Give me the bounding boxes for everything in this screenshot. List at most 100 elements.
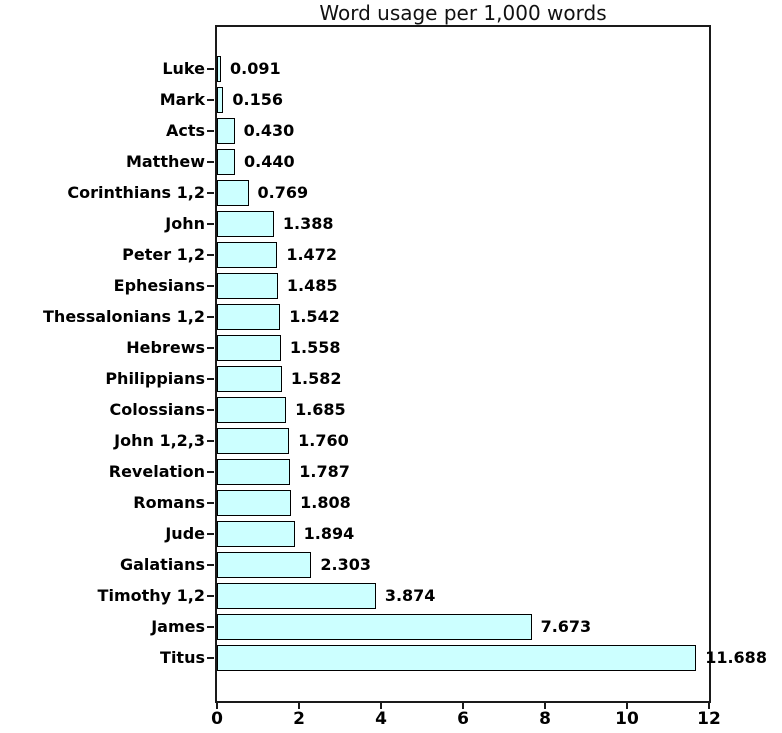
bar bbox=[217, 179, 249, 206]
x-tick-label: 2 bbox=[293, 709, 305, 729]
value-label: 1.558 bbox=[289, 337, 341, 357]
value-label: 0.769 bbox=[257, 182, 309, 202]
category-label: Philippians bbox=[105, 369, 205, 388]
value-label: 1.582 bbox=[290, 368, 342, 388]
category-label: Revelation bbox=[108, 462, 205, 481]
value-label: 1.472 bbox=[286, 244, 337, 264]
x-tick bbox=[626, 703, 628, 709]
y-tick bbox=[207, 346, 214, 349]
value-label: 1.808 bbox=[300, 492, 351, 512]
y-tick bbox=[207, 98, 214, 101]
y-tick bbox=[207, 470, 214, 473]
bar bbox=[217, 210, 274, 237]
category-label: Jude bbox=[165, 524, 205, 543]
bar-row: 1.808 bbox=[217, 487, 709, 518]
y-tick bbox=[207, 160, 214, 163]
x-tick bbox=[708, 703, 710, 709]
category-label: Matthew bbox=[125, 152, 205, 171]
x-tick-label: 12 bbox=[697, 709, 721, 729]
y-tick bbox=[207, 67, 214, 70]
y-tick bbox=[207, 222, 214, 225]
bar-row: 2.303 bbox=[217, 549, 709, 580]
y-tick bbox=[207, 439, 214, 442]
value-label: 1.485 bbox=[286, 275, 338, 295]
value-label: 1.542 bbox=[289, 306, 340, 326]
x-tick-label: 4 bbox=[375, 709, 387, 729]
bar bbox=[217, 520, 295, 547]
bar bbox=[217, 365, 282, 392]
bar bbox=[217, 427, 290, 454]
bar bbox=[217, 551, 312, 578]
value-label: 1.787 bbox=[299, 461, 350, 481]
bar-row: 1.485 bbox=[217, 270, 709, 301]
y-tick bbox=[207, 253, 214, 256]
y-tick bbox=[207, 594, 214, 597]
bar bbox=[217, 272, 278, 299]
bar bbox=[217, 458, 291, 485]
category-label: John bbox=[165, 214, 205, 233]
x-tick-label: 10 bbox=[615, 709, 639, 729]
y-tick bbox=[207, 408, 214, 411]
bar bbox=[217, 303, 281, 330]
category-label: Acts bbox=[165, 121, 205, 140]
value-label: 1.894 bbox=[303, 523, 355, 543]
x-tick-label: 0 bbox=[211, 709, 223, 729]
bar bbox=[217, 334, 281, 361]
y-tick bbox=[207, 532, 214, 535]
bar-row: 1.542 bbox=[217, 301, 709, 332]
bar-row: 1.388 bbox=[217, 208, 709, 239]
category-label: Luke bbox=[162, 59, 205, 78]
x-tick bbox=[544, 703, 546, 709]
bar bbox=[217, 148, 236, 175]
category-label: Colossians bbox=[109, 400, 205, 419]
bar-row: 11.688 bbox=[217, 642, 767, 673]
bar bbox=[217, 489, 292, 516]
category-label: John 1,2,3 bbox=[114, 431, 205, 450]
y-tick bbox=[207, 656, 214, 659]
x-tick bbox=[298, 703, 300, 709]
y-tick bbox=[207, 284, 214, 287]
y-tick bbox=[207, 191, 214, 194]
x-tick bbox=[380, 703, 382, 709]
value-label: 2.303 bbox=[320, 554, 372, 574]
bar-row: 7.673 bbox=[217, 611, 709, 642]
value-label: 0.430 bbox=[243, 120, 295, 140]
value-label: 1.685 bbox=[295, 399, 346, 419]
bar-row: 0.440 bbox=[217, 146, 709, 177]
bar bbox=[217, 644, 697, 671]
value-label: 7.673 bbox=[540, 616, 592, 636]
category-label: Corinthians 1,2 bbox=[67, 183, 205, 202]
y-tick bbox=[207, 625, 214, 628]
category-label: Peter 1,2 bbox=[122, 245, 205, 264]
value-label: 1.760 bbox=[298, 430, 349, 450]
bar-row: 1.894 bbox=[217, 518, 709, 549]
bar bbox=[217, 396, 287, 423]
value-label: 0.156 bbox=[232, 89, 283, 109]
category-label: Ephesians bbox=[113, 276, 205, 295]
bar-row: 0.769 bbox=[217, 177, 709, 208]
value-label: 3.874 bbox=[384, 585, 436, 605]
x-tick-label: 8 bbox=[539, 709, 551, 729]
y-tick bbox=[207, 501, 214, 504]
category-label: Hebrews bbox=[126, 338, 205, 357]
y-tick bbox=[207, 563, 214, 566]
bar bbox=[217, 613, 532, 640]
category-label: Timothy 1,2 bbox=[97, 586, 205, 605]
value-label: 11.688 bbox=[705, 647, 767, 667]
category-label: Titus bbox=[160, 648, 205, 667]
category-label: Mark bbox=[159, 90, 205, 109]
bar-row: 0.156 bbox=[217, 84, 709, 115]
category-label: Romans bbox=[133, 493, 205, 512]
bar bbox=[217, 241, 278, 268]
category-label: Galatians bbox=[119, 555, 205, 574]
x-tick bbox=[216, 703, 218, 709]
bar-row: 1.582 bbox=[217, 363, 709, 394]
chart-title: Word usage per 1,000 words bbox=[319, 1, 607, 25]
bar-row: 0.430 bbox=[217, 115, 709, 146]
bar bbox=[217, 582, 376, 609]
bars-container: 0.091 0.156 0.430 0.440 0.769 1.388 1.472 1.485… bbox=[217, 53, 767, 673]
x-tick bbox=[462, 703, 464, 709]
y-tick bbox=[207, 129, 214, 132]
bar bbox=[217, 117, 235, 144]
